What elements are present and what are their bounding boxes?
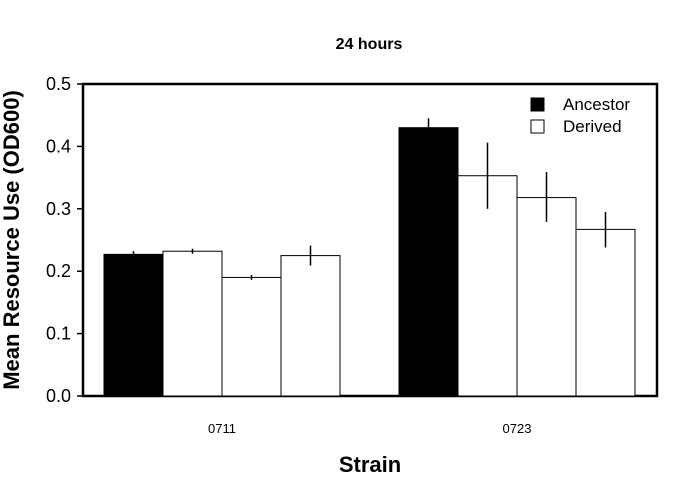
bar <box>457 175 518 397</box>
y-axis-label: Mean Resource Use (OD600) <box>0 90 24 390</box>
y-tick-label: 0.3 <box>46 199 71 219</box>
x-tick-label: 0723 <box>503 421 532 436</box>
bar <box>575 228 636 397</box>
legend-swatch <box>530 119 545 134</box>
bar <box>398 127 459 397</box>
chart-title: 24 hours <box>336 36 403 53</box>
bar <box>221 276 282 397</box>
bar <box>103 253 164 397</box>
legend-label: Derived <box>563 117 622 136</box>
y-tick-label: 0.5 <box>46 74 71 94</box>
plot-area: 0.0 0.1 0.2 0.3 0.4 0.5 0711 0723 Ancestor Derive… <box>46 74 659 436</box>
y-tick-label: 0.0 <box>46 386 71 406</box>
bar <box>516 197 577 397</box>
x-axis-label: Strain <box>339 452 401 477</box>
bar <box>162 250 223 397</box>
y-tick-label: 0.2 <box>46 261 71 281</box>
legend-swatch <box>530 97 545 112</box>
bar <box>280 255 341 397</box>
plot-frame <box>81 82 659 398</box>
y-tick-label: 0.4 <box>46 136 71 156</box>
y-tick-label: 0.1 <box>46 324 71 344</box>
legend-label: Ancestor <box>563 95 630 114</box>
x-tick-label: 0711 <box>208 421 236 436</box>
